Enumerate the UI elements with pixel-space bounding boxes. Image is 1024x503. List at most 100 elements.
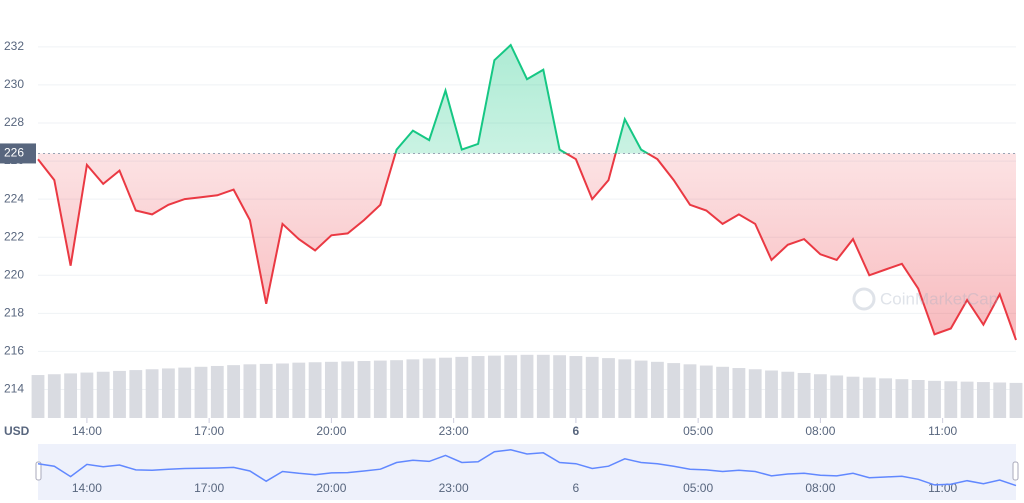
navigator-line [37,449,1017,487]
volume-bar [765,370,778,418]
y-tick-label: 222 [4,229,24,243]
volume-bar [96,371,110,418]
volume-bar [553,355,567,418]
y-tick-label: 214 [4,382,24,396]
volume-bar [976,382,990,418]
volume-bar [390,360,404,418]
navigator-tick-label: 23:00 [439,481,469,495]
volume-bar [406,359,420,418]
volume-bar [64,373,78,418]
volume-bar [243,364,257,418]
watermark: CoinMarketCap [852,287,998,311]
watermark-logo [852,287,876,311]
y-tick-label: 232 [4,39,24,53]
volume-bar [813,374,827,418]
y-tick-label: 218 [4,305,24,319]
volume-bar [341,361,355,418]
volume-bar [650,361,664,418]
volume-bar [748,369,762,418]
volume-bar [145,369,159,418]
volume-bar [308,362,322,418]
volume-bar [487,355,501,418]
volume-bar [716,366,730,418]
area-above [395,45,648,154]
y-tick-label: 220 [4,267,24,281]
volume-bar [373,360,387,418]
volume-bar [895,379,909,418]
reference-label-box [0,143,36,164]
volume-bar [80,372,94,418]
x-tick-label: 14:00 [72,424,102,438]
volume-bar [210,365,224,418]
navigator-tick-label: 6 [573,481,580,495]
navigator-tick-label: 08:00 [805,481,835,495]
x-tick-label: 17:00 [194,424,224,438]
navigator-tick-label: 17:00 [194,481,224,495]
navigator-handle[interactable] [35,461,42,481]
volume-bar [276,363,289,418]
y-tick-label: 228 [4,115,24,129]
volume-bar [324,361,338,418]
navigator-tick-label: 20:00 [316,481,346,495]
volume-bar [357,361,371,418]
x-tick-label: 11:00 [928,424,957,438]
x-tick-label: 20:00 [316,424,346,438]
volume-bar [569,356,583,418]
y-tick-label: 216 [4,344,24,358]
volume-bar [699,365,713,418]
volume-bar [455,356,469,418]
x-tick-label: 23:00 [439,424,469,438]
volume-bar [194,366,208,418]
volume-bar [683,364,697,418]
volume-bar [439,357,452,418]
volume-bar [585,356,599,418]
currency-label: USD [4,424,30,438]
price-line-above [394,43,650,154]
area-below [38,153,1016,340]
volume-bar [732,368,746,418]
volume-bar [944,381,958,418]
volume-bar [129,370,143,418]
volume-bar [113,370,126,418]
navigator [38,444,1016,500]
reference-label: 226 [4,146,24,160]
volume-bar [471,356,485,418]
navigator-handle[interactable] [1012,461,1019,481]
volume-bar [422,358,436,418]
navigator-tick-label: 05:00 [683,481,713,495]
volume-bar [846,376,860,418]
volume-bar [520,354,534,418]
volume-bar [618,359,632,418]
volume-bar [781,371,795,418]
navigator-tick-label: 14:00 [72,481,102,495]
volume-bar [960,381,974,418]
volume-bar [1009,382,1023,418]
volume-bar [47,374,61,418]
volume-bar [292,362,306,418]
volume-bar [227,365,241,418]
x-tick-label: 08:00 [805,424,835,438]
y-tick-label: 224 [4,191,24,205]
volume-bar [634,360,648,418]
x-tick-label: 05:00 [683,424,713,438]
x-tick-label: 6 [573,424,580,438]
volume-bar [993,382,1007,418]
watermark-text: CoinMarketCap [880,289,998,308]
y-tick-label: 230 [4,77,24,91]
volume-bar [504,355,518,418]
volume-bar [797,372,811,418]
volume-bar [928,380,941,418]
volume-bar [862,377,876,418]
volume-bar [879,378,893,418]
volume-bar [602,358,615,418]
price-line-below [37,153,1017,341]
volume-bar [178,367,192,418]
volume-bar [259,363,273,418]
volume-bar [536,354,550,418]
volume-bar [830,375,844,418]
volume-bar [31,375,45,418]
volume-bar [667,363,681,418]
volume-bar [911,380,925,418]
